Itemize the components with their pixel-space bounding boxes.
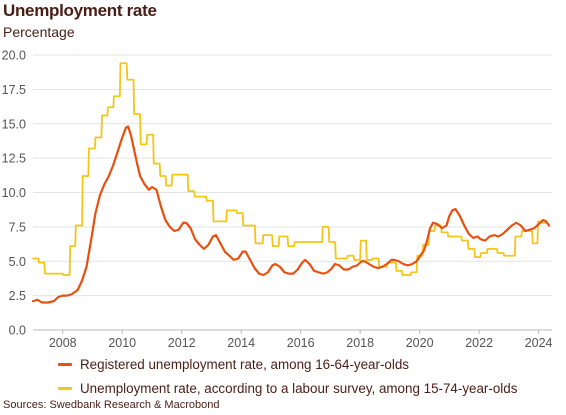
gridlines: [33, 54, 552, 331]
legend-swatch-registered: [58, 362, 72, 366]
legend-swatch-survey: [58, 386, 72, 390]
x-tick-label: 2020: [406, 336, 434, 350]
y-tick-label: 2.5: [9, 289, 26, 303]
x-tick-label: 2008: [49, 336, 77, 350]
x-tick-label: 2022: [465, 336, 493, 350]
x-tick-label: 2014: [227, 336, 255, 350]
x-tick-label: 2018: [346, 336, 374, 350]
x-tick-label: 2024: [525, 336, 553, 350]
x-tick-label: 2010: [108, 336, 136, 350]
legend-item-registered: Registered unemployment rate, among 16-6…: [58, 352, 517, 376]
line-chart: 0.0 2.5 5.0 7.5 10.0 12.5 15.0 17.5 20.0 2008 201…: [2, 49, 553, 351]
source-note: Sources: Swedbank Research & Macrobond: [3, 399, 220, 411]
legend-label-survey: Unemployment rate, according to a labour…: [80, 380, 518, 396]
y-tick-label: 0.0: [9, 324, 26, 338]
y-tick-label: 20.0: [2, 49, 26, 63]
series-lines: [31, 62, 551, 304]
y-tick-label: 15.0: [2, 117, 26, 131]
chart-subtitle: Percentage: [3, 24, 75, 40]
chart-title: Unemployment rate: [3, 1, 157, 20]
y-tick-label: 5.0: [9, 255, 26, 269]
legend: Registered unemployment rate, among 16-6…: [58, 352, 517, 400]
y-axis-tick-labels: 0.0 2.5 5.0 7.5 10.0 12.5 15.0 17.5 20.0: [2, 49, 26, 338]
x-tick-label: 2016: [287, 336, 315, 350]
y-tick-label: 17.5: [2, 83, 26, 97]
legend-label-registered: Registered unemployment rate, among 16-6…: [80, 356, 409, 372]
y-tick-label: 12.5: [2, 152, 26, 166]
y-tick-label: 10.0: [2, 186, 26, 200]
x-tick-label: 2012: [168, 336, 196, 350]
series-line-survey: [32, 62, 549, 276]
y-tick-label: 7.5: [9, 220, 26, 234]
x-axis-tick-labels: 2008 2010 2012 2014 2016 2018 2020 2022 2024: [49, 330, 553, 350]
legend-item-survey: Unemployment rate, according to a labour…: [58, 376, 517, 400]
series-line-registered: [31, 125, 551, 304]
